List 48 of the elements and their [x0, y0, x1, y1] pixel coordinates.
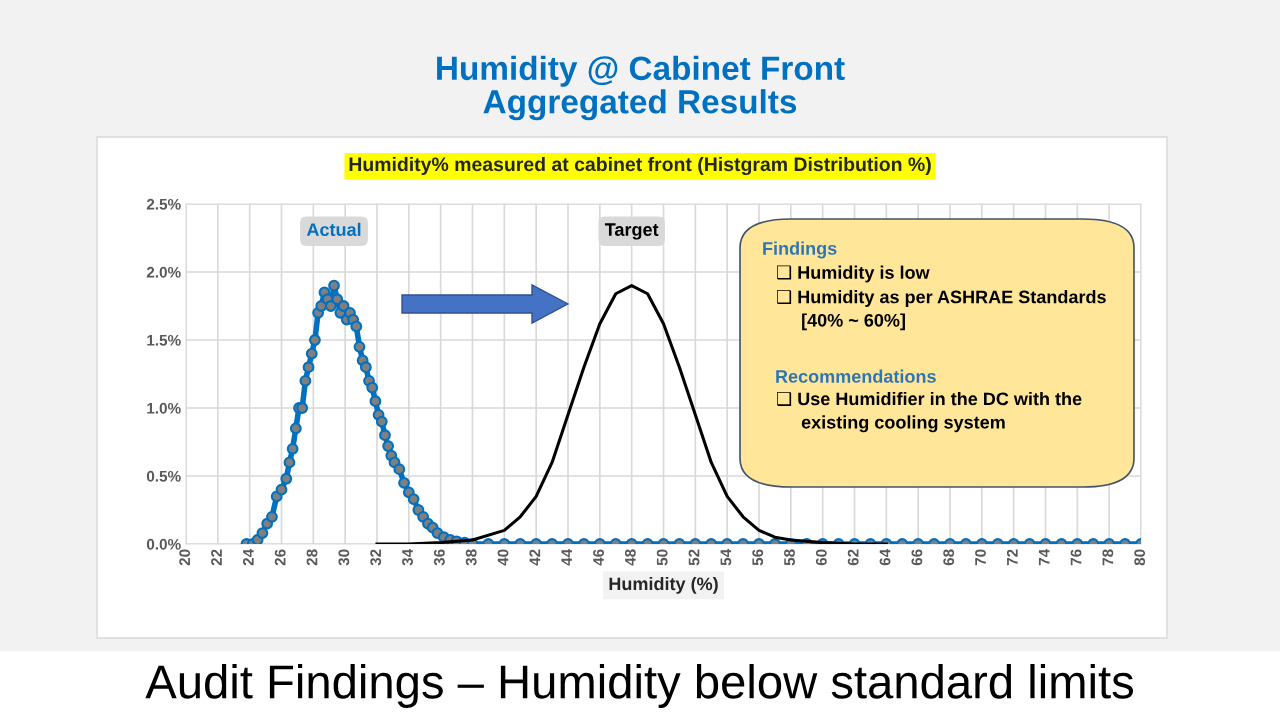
y-tick-label: 2.5% [146, 198, 181, 210]
text: Target [604, 223, 659, 240]
annotation: ❑ Use Humidifier in the DC with the existing cooling system [777, 391, 1082, 433]
x-tick-label: 50 [656, 549, 668, 566]
x-tick-label: 34 [402, 548, 413, 566]
x-tick-label: 76 [1070, 549, 1082, 566]
x-axis-title: Humidity (%) [609, 576, 718, 594]
x-tick-label: 46 [593, 549, 604, 566]
x-tick-label: 72 [1006, 549, 1018, 566]
annotation: ❑ Humidity is low [777, 265, 930, 283]
x-tick-label: 24 [242, 548, 254, 566]
x-tick-label: 36 [433, 549, 445, 566]
chart-subtitle: Humidity% measured at cabinet front (Histgram Distribution %) [349, 156, 931, 176]
x-tick-label: 64 [879, 548, 891, 566]
annotation: Findings [763, 241, 837, 259]
x-tick-label: 48 [624, 549, 636, 566]
x-tick-label: 38 [465, 549, 477, 566]
y-tick-label: 0.5% [146, 470, 181, 482]
x-tick-label: 68 [943, 549, 955, 566]
x-tick-label: 26 [274, 549, 286, 566]
x-tick-label: 40 [497, 549, 509, 566]
x-tick-label: 52 [688, 549, 700, 566]
text: Audit Findings – Humidity below standard limits [145, 663, 1134, 709]
x-tick-label: 32 [370, 549, 382, 566]
y-tick-label: 2.0% [146, 266, 181, 278]
x-tick-label: 70 [975, 549, 986, 566]
x-tick-label: 44 [561, 548, 572, 566]
x-tick-label: 74 [1038, 548, 1050, 566]
x-tick-label: 80 [1134, 549, 1146, 566]
y-tick-label: 0.0% [146, 538, 181, 550]
annotation: ❑ Humidity as per ASHRAE Standards [40% ~ 60%] [777, 290, 1106, 331]
x-tick-label: 78 [1102, 549, 1114, 566]
x-tick-label: 42 [529, 549, 541, 566]
x-tick-label: 58 [784, 549, 795, 566]
x-tick-label: 22 [211, 549, 222, 566]
x-tick-label: 62 [847, 549, 859, 566]
x-tick-label: 54 [720, 548, 732, 566]
x-tick-label: 30 [338, 549, 350, 566]
x-tick-label: 28 [306, 549, 318, 566]
annotation: Recommendations [776, 369, 936, 383]
x-tick-label: 20 [179, 549, 191, 566]
chart-title: Humidity @ Cabinet Front Aggregated Results [437, 55, 845, 121]
y-tick-label: 1.0% [147, 402, 181, 414]
text: Actual [306, 222, 361, 237]
x-tick-label: 60 [815, 549, 827, 566]
x-tick-label: 66 [911, 549, 923, 566]
y-tick-label: 1.5% [147, 334, 181, 346]
x-tick-label: 56 [752, 549, 764, 566]
